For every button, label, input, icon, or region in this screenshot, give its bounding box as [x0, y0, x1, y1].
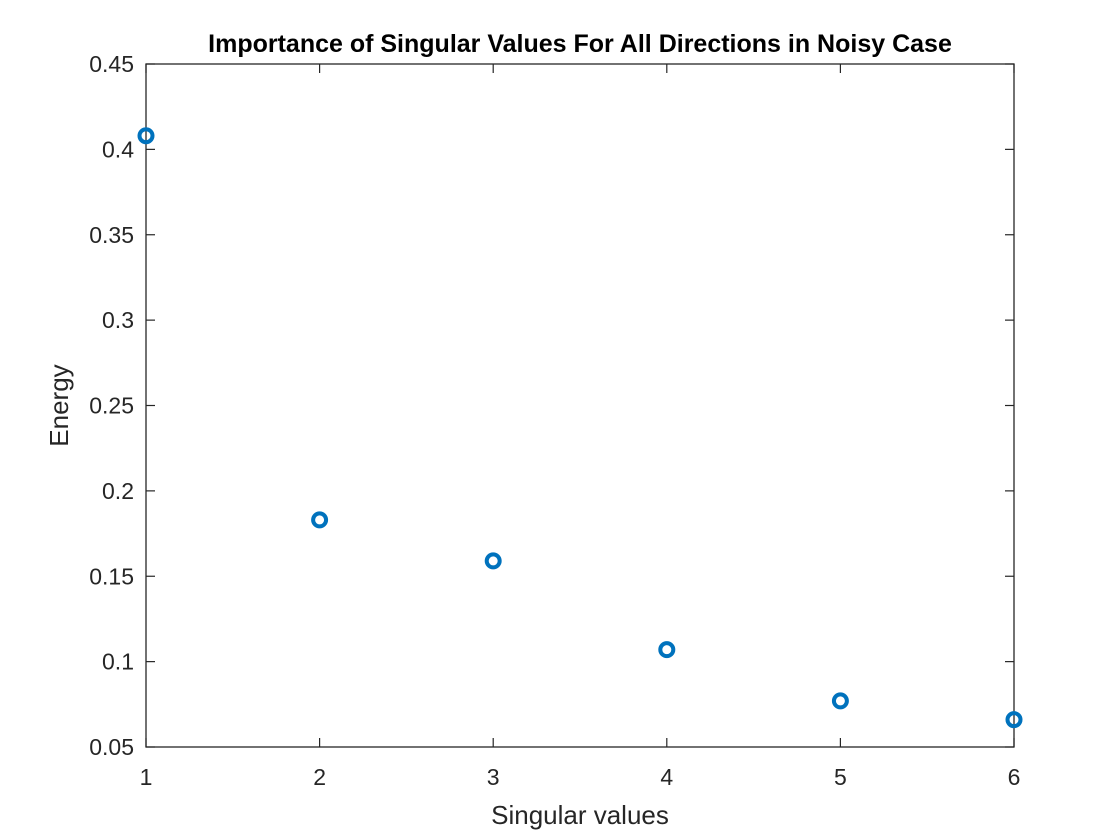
y-tick-label: 0.15 — [89, 563, 134, 589]
x-tick-label: 6 — [1008, 764, 1021, 790]
data-points — [137, 127, 1023, 729]
x-tick-label: 3 — [487, 764, 500, 790]
y-tick-label: 0.35 — [89, 222, 134, 248]
x-tick-label: 2 — [313, 764, 326, 790]
x-tick-label: 1 — [140, 764, 153, 790]
y-tick-label: 0.1 — [102, 649, 134, 675]
y-axis-label: Energy — [44, 364, 74, 446]
data-point — [658, 641, 676, 659]
x-tick-labels: 1 2 3 4 5 6 — [140, 764, 1021, 790]
data-point — [311, 511, 329, 529]
y-tick-label: 0.25 — [89, 393, 134, 419]
plot-area — [145, 63, 1015, 748]
data-point — [1005, 711, 1023, 729]
data-point — [484, 552, 502, 570]
y-tick-labels: 0.05 0.1 0.15 0.2 0.25 0.3 0.35 0.4 0.45 — [89, 51, 134, 760]
data-point — [831, 692, 849, 710]
y-tick-label: 0.2 — [102, 478, 134, 504]
y-tick-label: 0.4 — [102, 136, 134, 162]
y-tick-label: 0.3 — [102, 307, 134, 333]
y-tick-label: 0.05 — [89, 734, 134, 760]
y-tick-label: 0.45 — [89, 51, 134, 77]
chart-title: Importance of Singular Values For All Di… — [208, 30, 952, 58]
x-axis-label: Singular values — [491, 800, 669, 830]
x-tick-label: 5 — [834, 764, 847, 790]
tick-marks — [145, 63, 1015, 748]
data-point — [137, 127, 155, 145]
x-tick-label: 4 — [660, 764, 673, 790]
